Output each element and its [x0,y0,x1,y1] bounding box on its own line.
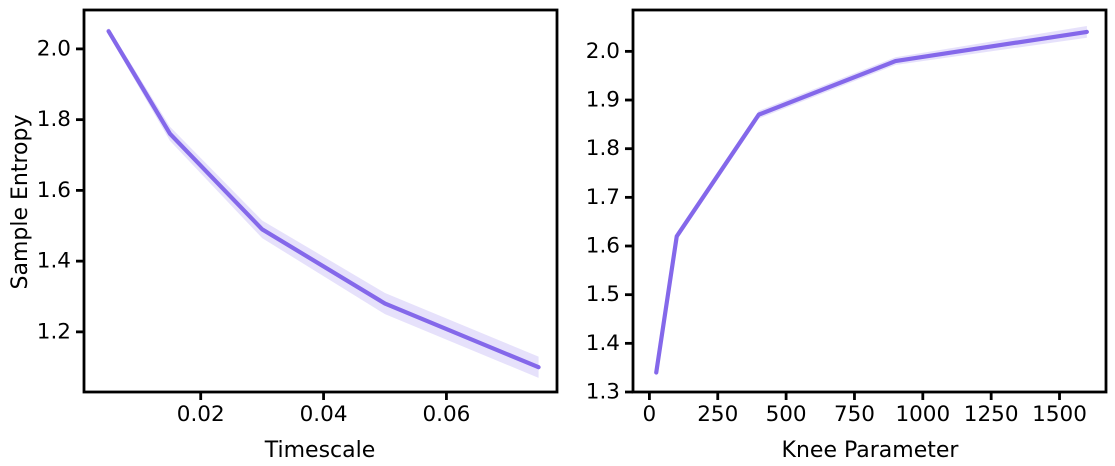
left-chart-ylabel: Sample Entropy [8,114,33,290]
x-tick-label: 1000 [895,402,950,427]
y-tick-label: 1.3 [586,380,620,405]
confidence-band [656,26,1087,377]
y-tick-label: 1.6 [586,234,620,259]
y-tick-label: 1.4 [37,249,71,274]
y-tick-label: 2.0 [37,36,71,61]
y-tick-label: 1.8 [37,107,71,132]
x-tick-label: 0.04 [300,402,348,427]
x-tick-label: 1250 [964,402,1019,427]
x-tick-label: 250 [697,402,738,427]
left-chart: 0.02 0.04 0.06 1.2 1.4 1.6 1.8 2.0 [37,8,559,427]
x-tick-label: 0.06 [422,402,470,427]
y-tick-label: 1.5 [586,282,620,307]
x-tick-label: 1500 [1032,402,1087,427]
x-tick-label: 750 [834,402,875,427]
y-tick-label: 1.8 [586,136,620,161]
y-tick-label: 1.4 [586,331,620,356]
x-tick-label: 0 [643,402,657,427]
y-tick-label: 1.7 [586,185,620,210]
left-chart-xlabel: Timescale [264,438,376,463]
data-line [106,29,541,370]
plot-frame [82,8,559,394]
y-tick-label: 1.6 [37,178,71,203]
data-line [654,29,1089,375]
y-tick-label: 1.9 [586,88,620,113]
confidence-band [108,27,539,378]
y-tick-label: 2.0 [586,39,620,64]
x-tick-label: 500 [766,402,807,427]
right-chart-xlabel: Knee Parameter [781,438,959,463]
right-chart: 0 250 500 750 1000 1250 1500 1.3 1.4 1.5 1.6 1.7 1.8… [586,8,1108,427]
plot-frame [631,8,1108,394]
x-tick-label: 0.02 [177,402,225,427]
y-tick-label: 1.2 [37,319,71,344]
